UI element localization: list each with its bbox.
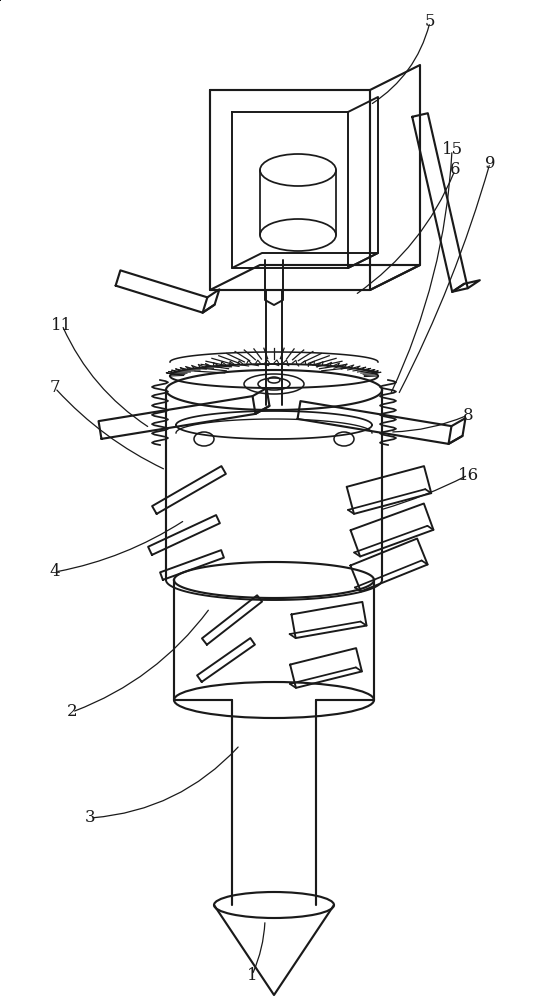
Text: 2: 2	[66, 704, 77, 720]
Text: 15: 15	[441, 141, 463, 158]
Text: 4: 4	[50, 564, 60, 580]
Text: 9: 9	[485, 154, 495, 172]
Text: 3: 3	[85, 810, 96, 826]
Text: 16: 16	[457, 466, 479, 484]
Text: 6: 6	[450, 161, 460, 178]
Text: 11: 11	[52, 316, 72, 334]
Text: 8: 8	[463, 406, 473, 424]
Text: 5: 5	[425, 13, 435, 30]
Text: 7: 7	[50, 379, 60, 396]
Text: 1: 1	[247, 966, 257, 984]
